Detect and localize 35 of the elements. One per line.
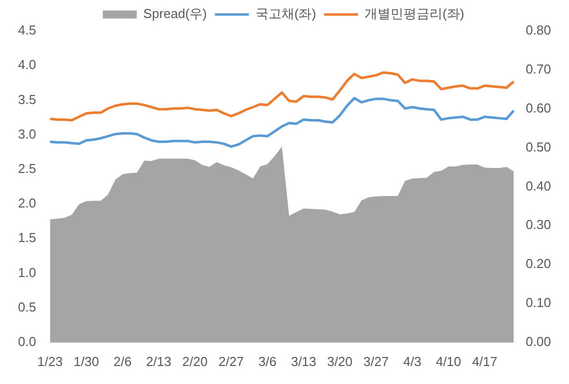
legend-label: 개별민평금리(좌)	[364, 6, 464, 22]
legend-label: Spread(우)	[143, 6, 207, 22]
x-tick-label: 2/6	[113, 354, 132, 369]
x-tick-label: 3/6	[258, 354, 276, 369]
y2-tick-label: 0.30	[526, 217, 552, 232]
y2-tick-label: 0.20	[526, 256, 552, 272]
y2-tick-label: 0.80	[526, 22, 552, 38]
y-tick-label: 4.0	[18, 57, 36, 72]
y-tick-label: 1.5	[18, 230, 36, 246]
y2-tick-label: 0.10	[526, 295, 552, 310]
y-tick-label: 3.5	[18, 92, 36, 107]
y2-tick-label: 0.60	[526, 100, 552, 116]
y2-tick-label: 0.70	[526, 62, 552, 77]
x-tick-label: 1/23	[37, 354, 63, 369]
y-tick-label: 0.0	[18, 334, 36, 349]
x-tick-label: 2/13	[146, 354, 172, 369]
x-tick-label: 4/17	[472, 354, 498, 369]
x-tick-label: 3/13	[290, 354, 316, 369]
x-tick-label: 3/27	[363, 354, 389, 369]
y-tick-label: 4.5	[18, 22, 36, 38]
x-tick-label: 4/3	[403, 354, 422, 369]
y2-tick-label: 0.40	[526, 178, 552, 194]
y2-tick-label: 0.50	[526, 139, 552, 154]
y-tick-label: 3.0	[18, 126, 36, 142]
x-tick-label: 2/27	[218, 354, 244, 369]
x-tick-label: 1/30	[74, 354, 99, 369]
y-tick-label: 1.0	[18, 264, 36, 280]
x-tick-label: 3/20	[327, 354, 352, 369]
legend-label: 국고채(좌)	[255, 6, 316, 22]
y-tick-label: 2.5	[18, 160, 36, 176]
y2-tick-label: 0.00	[526, 334, 552, 349]
x-tick-label: 4/10	[436, 354, 462, 369]
y-tick-label: 0.5	[18, 299, 36, 314]
x-tick-label: 2/20	[182, 354, 208, 369]
y-tick-label: 2.0	[18, 196, 36, 211]
